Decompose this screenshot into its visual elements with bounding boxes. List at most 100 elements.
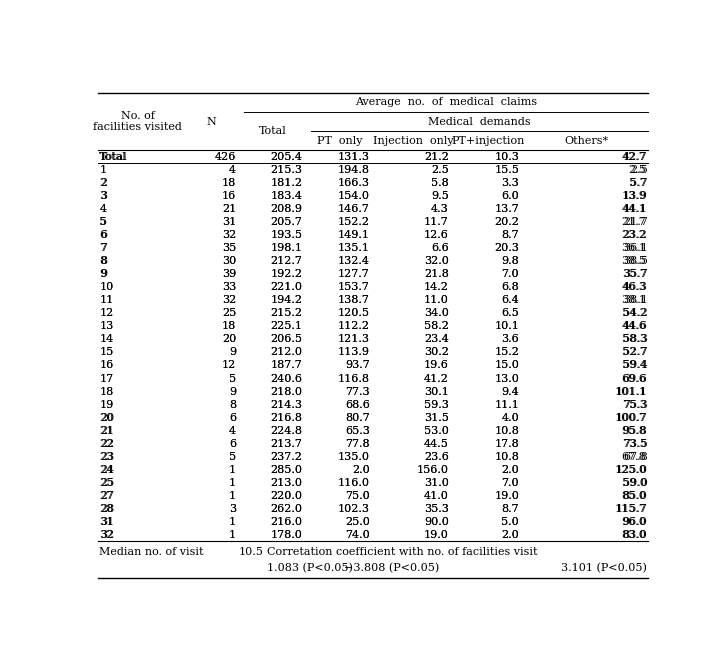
Text: 113.9: 113.9 <box>338 348 370 358</box>
Text: 44.6: 44.6 <box>622 321 648 331</box>
Text: 19: 19 <box>100 400 114 409</box>
Text: 237.2: 237.2 <box>270 452 302 462</box>
Text: 5.8: 5.8 <box>431 178 449 188</box>
Text: 69.6: 69.6 <box>622 373 646 384</box>
Text: 22: 22 <box>100 439 113 449</box>
Text: 80.7: 80.7 <box>345 413 370 422</box>
Text: 262.0: 262.0 <box>270 504 302 514</box>
Text: 178.0: 178.0 <box>270 530 302 540</box>
Text: 1: 1 <box>100 165 107 175</box>
Text: 44.1: 44.1 <box>622 204 648 214</box>
Text: 7.0: 7.0 <box>502 269 519 279</box>
Text: 224.8: 224.8 <box>270 426 302 436</box>
Text: 11.7: 11.7 <box>424 217 449 227</box>
Text: 13.7: 13.7 <box>494 204 519 214</box>
Text: 25.0: 25.0 <box>345 517 370 527</box>
Text: 194.2: 194.2 <box>270 295 302 305</box>
Text: 14: 14 <box>100 335 114 344</box>
Text: 3.6: 3.6 <box>502 335 519 344</box>
Text: 3: 3 <box>229 504 236 514</box>
Text: 27: 27 <box>100 491 114 501</box>
Text: 1: 1 <box>229 464 236 475</box>
Text: 85.0: 85.0 <box>622 491 646 501</box>
Text: Median no. of visit: Median no. of visit <box>100 547 204 558</box>
Text: 2.0: 2.0 <box>502 530 519 540</box>
Text: 213.0: 213.0 <box>270 478 302 488</box>
Text: 5: 5 <box>229 373 236 384</box>
Text: 2.5: 2.5 <box>629 165 646 175</box>
Text: 120.5: 120.5 <box>338 308 370 318</box>
Text: 16: 16 <box>100 361 114 371</box>
Text: 6.4: 6.4 <box>502 295 519 305</box>
Text: 38.5: 38.5 <box>622 256 646 266</box>
Text: 2: 2 <box>100 178 106 188</box>
Text: 208.9: 208.9 <box>270 204 302 214</box>
Text: 153.7: 153.7 <box>338 282 370 293</box>
Text: 125.0: 125.0 <box>616 464 648 475</box>
Text: 14: 14 <box>100 335 113 344</box>
Text: 31: 31 <box>100 517 114 527</box>
Text: 101.1: 101.1 <box>614 386 646 396</box>
Text: 25: 25 <box>222 308 236 318</box>
Text: 12: 12 <box>222 361 236 371</box>
Text: 205.4: 205.4 <box>270 152 302 162</box>
Text: 138.7: 138.7 <box>338 295 370 305</box>
Text: 214.3: 214.3 <box>270 400 302 409</box>
Text: 10.5: 10.5 <box>238 547 263 558</box>
Text: 121.3: 121.3 <box>338 335 370 344</box>
Text: 149.1: 149.1 <box>338 230 370 240</box>
Text: 35: 35 <box>222 243 236 253</box>
Text: 194.2: 194.2 <box>270 295 302 305</box>
Text: 28: 28 <box>100 504 113 514</box>
Text: 218.0: 218.0 <box>270 386 302 396</box>
Text: 181.2: 181.2 <box>270 178 302 188</box>
Text: 44.6: 44.6 <box>622 321 646 331</box>
Text: 36.1: 36.1 <box>622 243 648 253</box>
Text: 75.3: 75.3 <box>622 400 646 409</box>
Text: 21.8: 21.8 <box>424 269 449 279</box>
Text: 216.8: 216.8 <box>270 413 302 422</box>
Text: 215.2: 215.2 <box>270 308 302 318</box>
Text: 54.2: 54.2 <box>622 308 646 318</box>
Text: 44.1: 44.1 <box>622 204 646 214</box>
Text: 13.0: 13.0 <box>494 373 519 384</box>
Text: 41.2: 41.2 <box>424 373 449 384</box>
Text: 7: 7 <box>100 243 107 253</box>
Text: 90.0: 90.0 <box>424 517 449 527</box>
Text: 20: 20 <box>100 413 114 422</box>
Text: 212.0: 212.0 <box>270 348 302 358</box>
Text: 8.7: 8.7 <box>502 230 519 240</box>
Text: 127.7: 127.7 <box>338 269 370 279</box>
Text: 38.5: 38.5 <box>622 256 648 266</box>
Text: 187.7: 187.7 <box>270 361 302 371</box>
Text: 225.1: 225.1 <box>270 321 302 331</box>
Text: 46.3: 46.3 <box>622 282 646 293</box>
Text: 23: 23 <box>100 452 114 462</box>
Text: 20.2: 20.2 <box>494 217 519 227</box>
Text: 116.0: 116.0 <box>338 478 370 488</box>
Text: 59.0: 59.0 <box>622 478 648 488</box>
Text: 13.9: 13.9 <box>622 191 648 201</box>
Text: 19.0: 19.0 <box>424 530 449 540</box>
Text: 4: 4 <box>229 165 236 175</box>
Text: 8.7: 8.7 <box>502 504 519 514</box>
Text: 187.7: 187.7 <box>270 361 302 371</box>
Text: 19.0: 19.0 <box>494 491 519 501</box>
Text: 6.4: 6.4 <box>502 295 519 305</box>
Text: 192.2: 192.2 <box>270 269 302 279</box>
Text: 59.4: 59.4 <box>622 361 646 371</box>
Text: 156.0: 156.0 <box>417 464 449 475</box>
Text: 35.7: 35.7 <box>623 269 648 279</box>
Text: 58.2: 58.2 <box>424 321 449 331</box>
Text: 19.0: 19.0 <box>494 491 519 501</box>
Text: 146.7: 146.7 <box>338 204 370 214</box>
Text: 102.3: 102.3 <box>338 504 370 514</box>
Text: 285.0: 285.0 <box>270 464 302 475</box>
Text: 100.7: 100.7 <box>616 413 648 422</box>
Text: 183.4: 183.4 <box>270 191 302 201</box>
Text: 2.0: 2.0 <box>352 464 370 475</box>
Text: 21.7: 21.7 <box>622 217 646 227</box>
Text: 74.0: 74.0 <box>345 530 370 540</box>
Text: 12: 12 <box>222 361 236 371</box>
Text: 6: 6 <box>229 413 236 422</box>
